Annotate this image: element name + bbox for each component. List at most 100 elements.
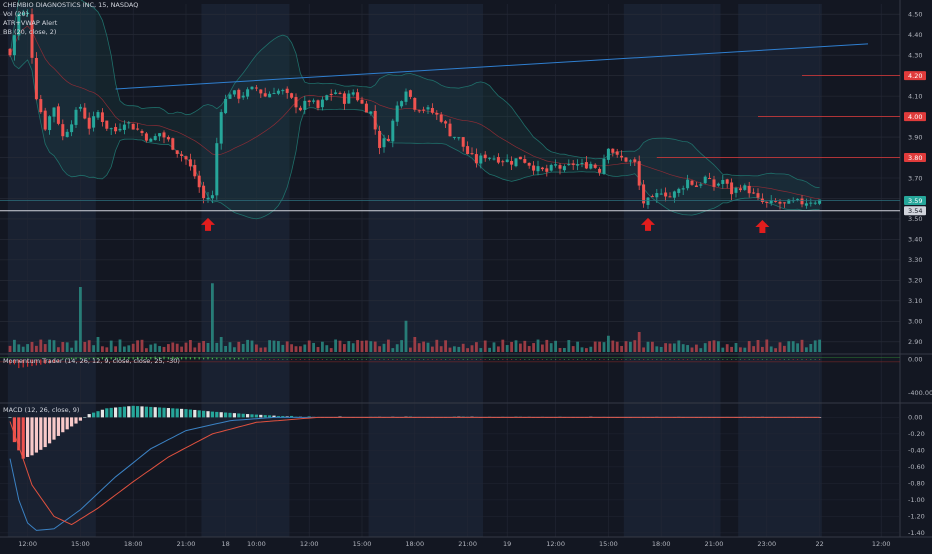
volume-bar-79	[356, 340, 359, 352]
candle-97	[435, 110, 439, 120]
momentum-bar-119	[533, 359, 535, 360]
candle-20	[96, 110, 100, 120]
candle-body	[131, 123, 135, 130]
volume-bar-178	[791, 341, 795, 352]
macd-hist-bar-38	[175, 408, 179, 418]
candle-body	[171, 138, 175, 150]
candle-155	[690, 180, 694, 186]
candle-29	[136, 123, 140, 131]
momentum-bar-151	[673, 359, 675, 360]
momentum-bar-123	[550, 358, 552, 360]
candle-body	[259, 89, 263, 94]
candle-85	[382, 134, 386, 153]
momentum-bar-84	[379, 359, 381, 360]
momentum-bar-65	[295, 359, 297, 360]
price-axis-tick-10: 3.50	[908, 215, 922, 223]
time-axis-tick-3: 21:00	[177, 540, 196, 548]
momentum-bar-96	[431, 359, 433, 360]
macd-axis-tick-6: -1.20	[908, 513, 925, 521]
volume-bar-94	[422, 341, 425, 352]
momentum-bar-17	[84, 358, 86, 360]
candle-33	[153, 133, 157, 141]
volume-bar-88	[395, 344, 399, 352]
momentum-bar-92	[414, 359, 416, 360]
price-badge-3	[904, 196, 926, 206]
volume-bar-37	[171, 342, 175, 352]
momentum-bar-79	[357, 359, 359, 360]
macd-axis-tick-4: -0.80	[908, 480, 925, 488]
volume-bar-174	[774, 348, 777, 352]
momentum-bar-157	[700, 359, 702, 360]
price-axis-tick-2: 4.30	[908, 51, 922, 59]
candle-body	[474, 154, 478, 164]
momentum-bar-162	[722, 359, 724, 360]
candle-body	[237, 89, 241, 99]
momentum-bar-72	[326, 359, 328, 360]
momentum-bar-124	[555, 359, 557, 360]
volume-bar-176	[783, 345, 786, 352]
volume-bar-12	[61, 342, 65, 352]
volume-bar-167	[743, 347, 747, 352]
momentum-bar-132	[590, 359, 592, 360]
price-axis-tick-12: 3.30	[908, 256, 922, 264]
macd-hist-bar-40	[184, 409, 188, 418]
candle-140	[624, 157, 628, 163]
up-arrow-shape	[201, 217, 215, 231]
candle-153	[681, 185, 685, 196]
macd-hist-bar-4	[26, 417, 30, 457]
volume-bar-35	[162, 346, 166, 352]
volume-bar-160	[712, 340, 716, 352]
candle-body	[193, 165, 197, 177]
candle-111	[496, 153, 500, 165]
momentum-bar-118	[528, 358, 530, 360]
volume-bar-55	[250, 340, 254, 352]
candle-body	[633, 159, 637, 162]
candle-body	[602, 158, 606, 174]
candle-105	[470, 147, 474, 156]
macd-hist-bar-63	[285, 416, 289, 418]
candle-body	[448, 123, 452, 137]
candle-body	[452, 136, 456, 138]
session-shade-4	[738, 4, 822, 537]
momentum-bar-86	[387, 359, 389, 360]
candle-126	[562, 164, 566, 173]
candle-body	[677, 188, 681, 193]
volume-bar-98	[439, 346, 443, 352]
candle-54	[246, 87, 250, 100]
volume-bar-32	[149, 344, 153, 352]
volume-bar-144	[642, 347, 645, 352]
candle-120	[536, 160, 540, 176]
candle-body	[580, 162, 584, 164]
momentum-bar-37	[172, 356, 174, 360]
candle-116	[518, 156, 522, 160]
momentum-bar-141	[629, 359, 631, 360]
candle-body	[215, 143, 219, 196]
macd-hist-bar-37	[171, 408, 175, 418]
momentum-bar-97	[436, 359, 438, 360]
momentum-bar-166	[739, 358, 741, 360]
volume-bar-86	[387, 339, 390, 352]
price-badge-4	[904, 206, 926, 216]
volume-bar-106	[475, 342, 478, 352]
momentum-bar-31	[145, 357, 147, 360]
candle-162	[721, 175, 725, 189]
volume-bar-113	[505, 345, 509, 352]
candle-75	[338, 91, 342, 95]
volume-bar-161	[717, 341, 720, 352]
momentum-bar-112	[502, 359, 504, 360]
momentum-bar-182	[810, 359, 812, 360]
candle-64	[290, 92, 294, 100]
candle-body	[100, 112, 104, 122]
volume-bar-151	[673, 343, 676, 352]
volume-bar-16	[79, 287, 82, 352]
candle-body	[743, 185, 747, 190]
candle-95	[426, 105, 430, 114]
volume-bar-63	[285, 341, 289, 352]
up-arrow-0	[201, 217, 215, 231]
candle-129	[576, 159, 580, 171]
candle-body	[290, 93, 294, 98]
volume-bar-124	[554, 340, 557, 352]
volume-bar-120	[536, 339, 540, 352]
volume-bar-99	[444, 340, 447, 352]
candle-body	[628, 160, 632, 162]
